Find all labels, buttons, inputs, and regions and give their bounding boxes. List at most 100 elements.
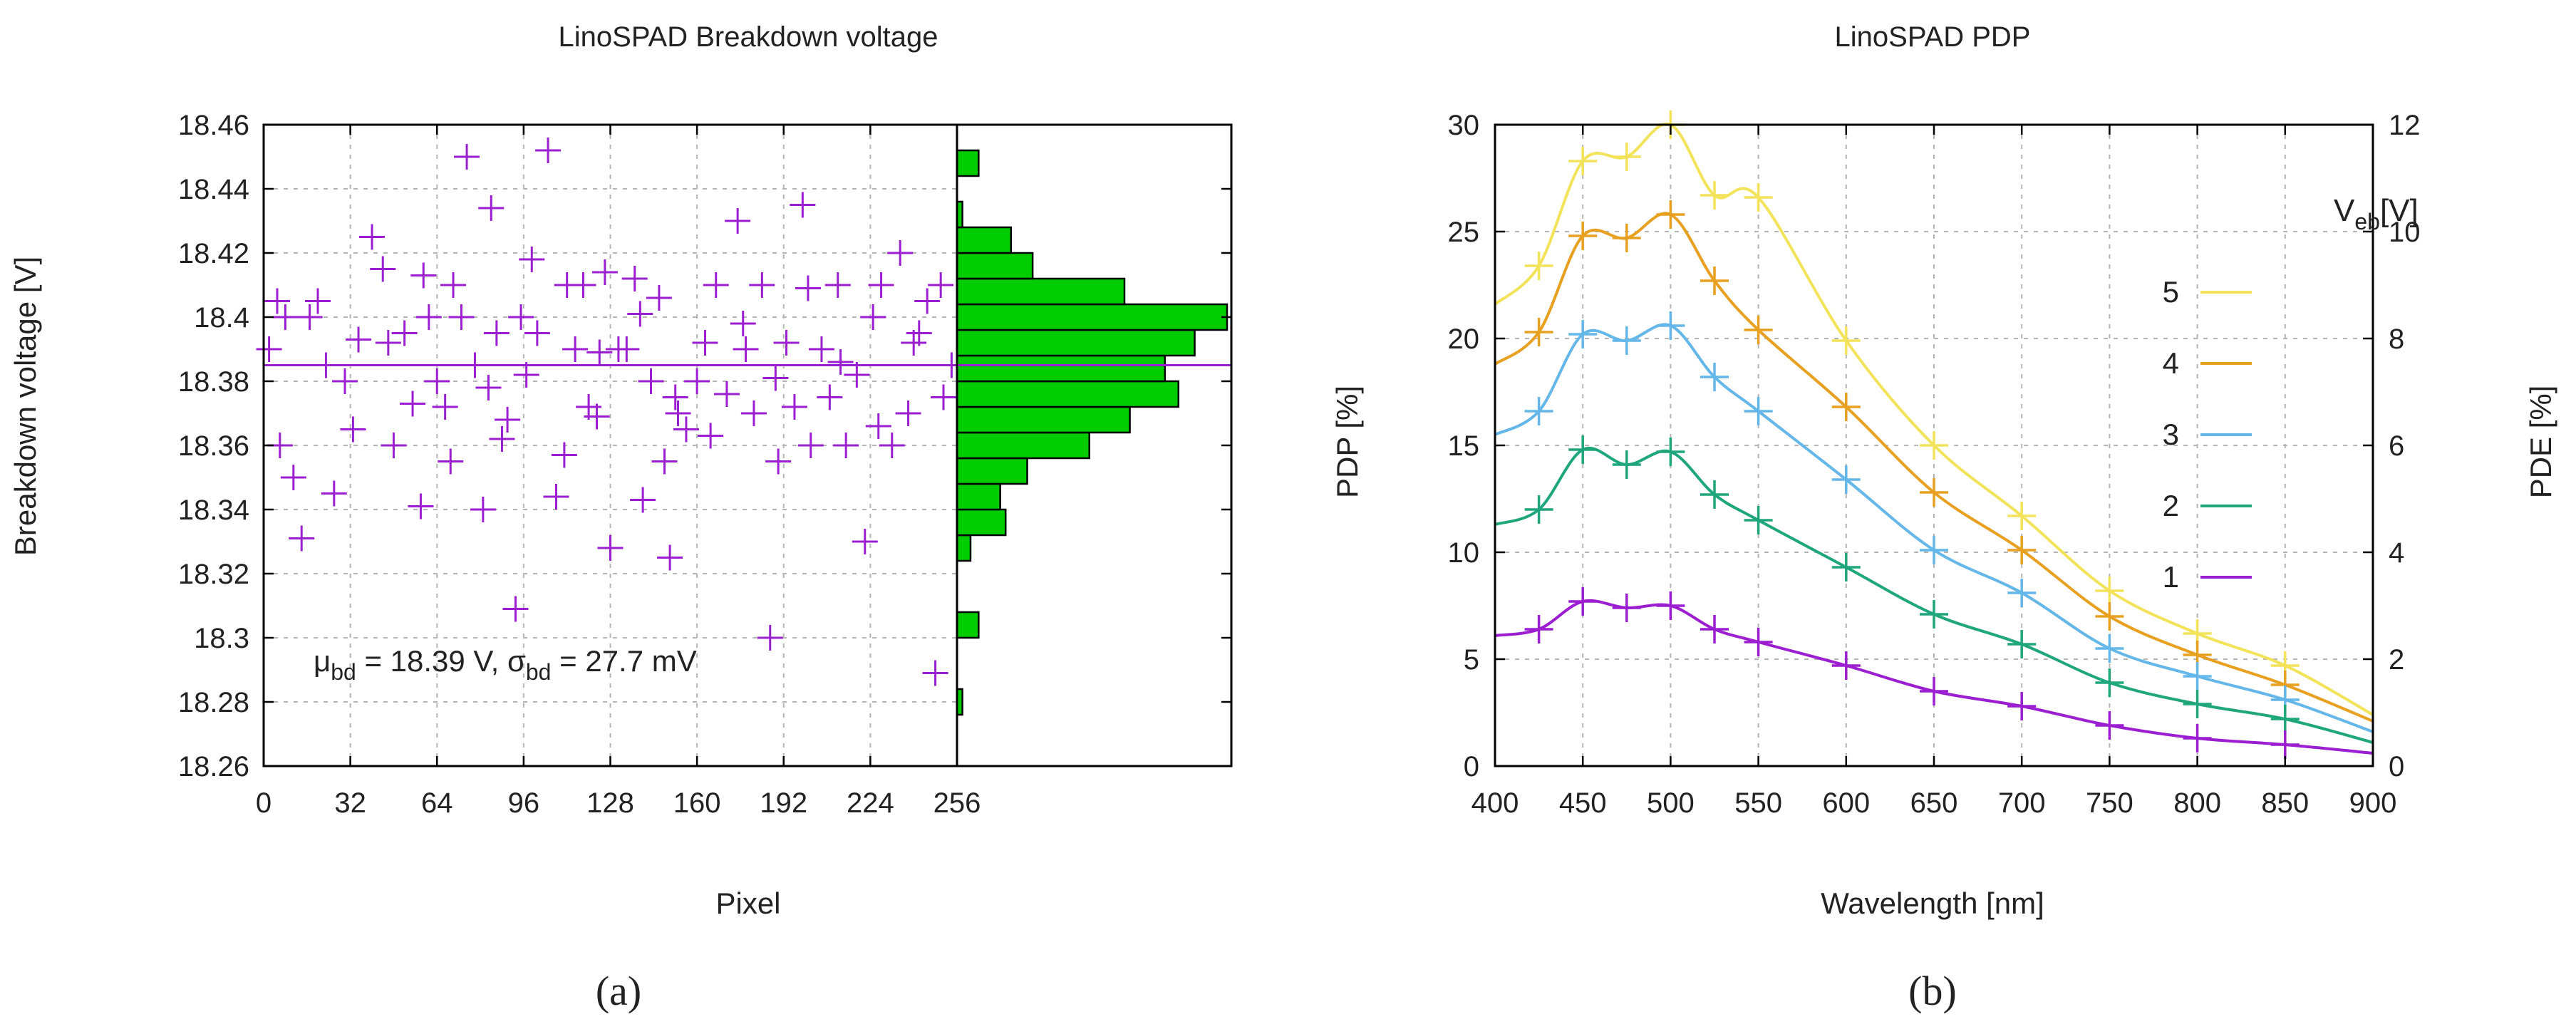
mu-value: = 18.39 V, <box>356 644 507 678</box>
x-tick-label: 500 <box>1647 787 1695 819</box>
y-tick-label: 18.44 <box>178 174 249 205</box>
series-2-point <box>1700 480 1729 509</box>
data-point <box>895 400 921 426</box>
data-point <box>698 423 724 449</box>
data-point <box>296 304 323 330</box>
data-point <box>432 394 458 420</box>
legend-title: Veb[V] <box>2334 193 2419 234</box>
data-point <box>535 138 562 163</box>
data-point <box>586 339 613 366</box>
data-point <box>508 304 534 330</box>
series-1-point <box>2095 711 2124 740</box>
series-3-point <box>2007 579 2037 607</box>
x-tick-label: 256 <box>933 787 981 819</box>
data-point <box>264 288 291 314</box>
series-5-point <box>2007 502 2037 530</box>
series-2-point <box>2183 690 2212 718</box>
y2-tick-label: 10 <box>2389 217 2421 248</box>
series-5-point <box>1744 183 1773 212</box>
histogram-bar <box>956 303 1228 331</box>
histogram-bar <box>956 149 980 177</box>
data-point <box>621 266 648 291</box>
data-point <box>773 330 800 356</box>
series-5-point <box>1700 181 1729 210</box>
series-4-point <box>1568 222 1598 250</box>
data-point <box>901 330 927 356</box>
chart-a-ylabel: Breakdown voltage [V] <box>9 257 42 556</box>
data-point <box>868 272 894 298</box>
data-point <box>502 596 529 622</box>
data-point <box>651 448 678 475</box>
data-point <box>795 275 821 301</box>
data-point <box>860 304 886 330</box>
x-tick-label: 128 <box>586 787 634 819</box>
legend-label-3: 3 <box>2163 418 2179 451</box>
sigma-symbol: σ <box>507 644 526 678</box>
plot-frame <box>1494 123 2374 767</box>
x-tick-label: 650 <box>1910 787 1958 819</box>
legend-label-5: 5 <box>2163 275 2179 309</box>
chart-a-histogram <box>264 149 1231 716</box>
chart-b-title: LinoSPAD PDP <box>1835 21 2031 53</box>
legend-title-unit: [V] <box>2380 193 2419 228</box>
y-tick-label: 18.28 <box>178 687 249 718</box>
chart-a-xlabel: Pixel <box>715 886 780 920</box>
x-tick-label: 700 <box>1998 787 2046 819</box>
data-point <box>797 433 824 458</box>
data-point <box>922 660 948 686</box>
series-1-point <box>1568 587 1598 616</box>
chart-a-axes: 18.26 18.28 18.3 18.32 18.34 18.36 18.38 18.4 18… <box>178 110 1233 819</box>
data-point <box>627 301 653 327</box>
panel-a: LinoSPAD Breakdown voltage 18.2618.2818.… <box>9 21 1233 1014</box>
y-tick-label: 18.4 <box>194 302 249 333</box>
data-point <box>662 384 688 410</box>
series-4-point <box>1656 200 1685 229</box>
series-3-point <box>2095 634 2124 663</box>
chart-b-xlabel: Wavelength [nm] <box>1821 886 2044 920</box>
data-point <box>638 368 664 394</box>
data-point <box>438 448 464 475</box>
legend-label-1: 1 <box>2163 560 2179 594</box>
data-point <box>852 529 878 554</box>
series-4-point <box>1612 224 1641 252</box>
data-point <box>692 330 718 356</box>
data-point <box>462 352 488 378</box>
y2-tick-label: 6 <box>2389 430 2404 462</box>
y-tick-label: 18.34 <box>178 495 249 526</box>
y2-tick-label: 4 <box>2389 537 2404 569</box>
data-point <box>713 381 740 407</box>
histogram-bar <box>956 482 1001 511</box>
data-point <box>410 262 437 289</box>
data-point <box>256 336 282 362</box>
series-4-point <box>1831 393 1861 421</box>
y-tick-label: 18.32 <box>178 559 249 590</box>
data-point <box>519 247 545 272</box>
legend-title-v: V <box>2334 193 2355 228</box>
histogram-bar <box>956 457 1028 485</box>
data-point <box>448 304 475 330</box>
mu-symbol: μ <box>314 644 331 678</box>
y-tick-label: 18.46 <box>178 110 249 141</box>
data-point <box>272 304 299 330</box>
histogram-bar <box>956 611 980 639</box>
chart-a-grid <box>264 125 957 766</box>
data-point <box>475 375 502 400</box>
chart-b-series <box>1494 110 2374 759</box>
chart-a-stats-annotation: μbd = 18.39 V, σbd = 27.7 mV <box>314 644 697 685</box>
data-point <box>757 625 783 651</box>
x-tick-label: 192 <box>760 787 807 819</box>
data-point <box>665 400 691 426</box>
series-4-point <box>2095 602 2124 631</box>
data-point <box>346 326 372 353</box>
data-point <box>483 320 509 346</box>
data-point <box>938 352 965 378</box>
series-2-point <box>2270 705 2300 733</box>
data-point <box>928 272 954 298</box>
data-point <box>454 144 480 170</box>
data-point <box>280 465 306 490</box>
caption-a: (a) <box>596 968 641 1014</box>
x-tick-label: 400 <box>1471 787 1519 819</box>
chart-b-ylabel: PDP [%] <box>1330 386 1364 498</box>
series-1-point <box>1831 651 1861 680</box>
chart-b-legend: Veb[V] 5 4 3 2 1 <box>2163 193 2419 594</box>
